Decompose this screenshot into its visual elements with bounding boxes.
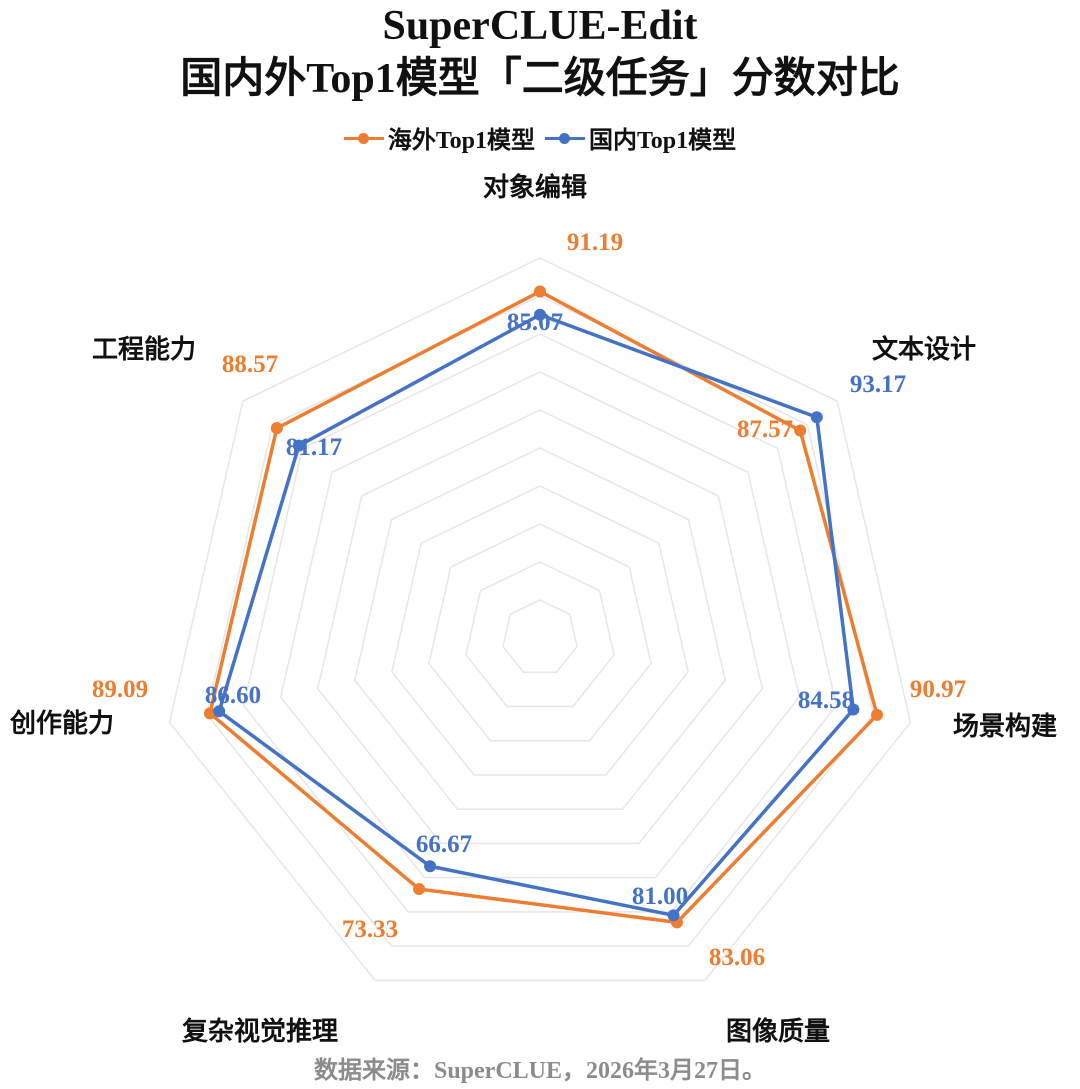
data-label-overseas: 91.19 (567, 229, 623, 256)
axis-label: 复杂视觉推理 (182, 1017, 338, 1047)
data-label-overseas: 88.57 (222, 351, 278, 378)
data-label-overseas: 89.09 (92, 676, 148, 703)
data-point-domestic (667, 909, 680, 922)
data-point-overseas (203, 707, 216, 720)
chart-subtitle: 国内外Top1模型「二级任务」分数对比 (180, 56, 900, 102)
grid-ring (353, 447, 727, 810)
data-label-domestic: 85.07 (507, 309, 563, 336)
legend-item-overseas: 海外Top1模型 (343, 120, 535, 155)
grid-ring (168, 257, 912, 982)
data-point-overseas (794, 424, 807, 437)
legend: 海外Top1模型 国内Top1模型 (0, 120, 1080, 155)
series-line-overseas (208, 289, 879, 925)
grid-ring (316, 409, 764, 845)
data-point-overseas (270, 422, 283, 435)
data-label-domestic: 81.00 (632, 883, 688, 910)
data-point-overseas (413, 883, 426, 896)
data-label-domestic: 84.58 (798, 687, 854, 714)
grid-ring (205, 295, 875, 947)
data-label-overseas: 87.57 (737, 416, 793, 443)
data-point-domestic (810, 411, 823, 424)
data-label-domestic: 86.60 (205, 682, 261, 709)
grid-ring (502, 599, 578, 673)
data-point-domestic (424, 860, 437, 873)
data-point-overseas (871, 708, 884, 721)
axis-label: 场景构建 (953, 712, 1057, 742)
axis-label: 对象编辑 (483, 172, 587, 203)
data-point-domestic (847, 703, 860, 716)
data-point-domestic (213, 705, 226, 718)
data-label-domestic: 66.67 (416, 831, 472, 858)
grid-ring (390, 485, 690, 776)
data-label-overseas: 90.97 (910, 676, 966, 703)
series-line-domestic (217, 312, 856, 918)
legend-marker-overseas (343, 128, 384, 148)
data-label-overseas: 73.33 (342, 916, 398, 943)
legend-marker-domestic (545, 128, 585, 148)
grid-ring (279, 371, 801, 879)
legend-label-domestic: 国内Top1模型 (589, 128, 737, 154)
data-label-domestic: 81.17 (286, 434, 342, 461)
chart-title: SuperCLUE-Edit (382, 3, 698, 49)
source-note: 数据来源：SuperCLUE，2026年3月27日。 (313, 1058, 767, 1084)
data-point-domestic (534, 308, 546, 321)
legend-item-domestic: 国内Top1模型 (545, 120, 736, 155)
grid-ring (428, 523, 652, 742)
grid-ring (242, 333, 838, 913)
axis-label: 图像质量 (726, 1017, 830, 1047)
legend-label-overseas: 海外Top1模型 (387, 128, 535, 154)
data-point-domestic (292, 439, 305, 452)
data-point-overseas (534, 285, 546, 298)
data-label-overseas: 83.06 (709, 944, 765, 971)
axis-label: 工程能力 (92, 334, 196, 365)
grid-ring (465, 561, 615, 708)
data-label-domestic: 93.17 (850, 371, 906, 398)
axis-label: 创作能力 (9, 708, 114, 739)
axis-label: 文本设计 (872, 334, 976, 365)
